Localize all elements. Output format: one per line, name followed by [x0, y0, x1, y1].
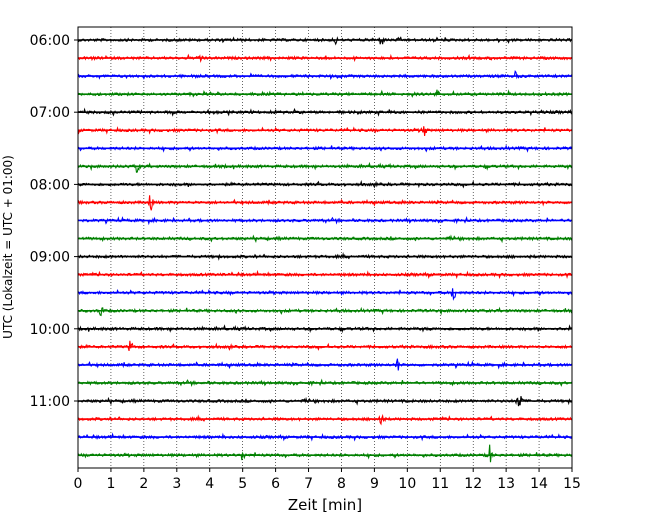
- x-tick-label: 11: [431, 476, 449, 492]
- x-axis-label: Zeit [min]: [288, 496, 362, 514]
- y-tick-label: 06:00: [30, 33, 70, 49]
- x-tick-label: 4: [205, 476, 214, 492]
- x-tick-label: 7: [304, 476, 313, 492]
- y-tick-label: 07:00: [30, 105, 70, 121]
- x-tick-label: 9: [370, 476, 379, 492]
- x-tick-label: 2: [139, 476, 148, 492]
- x-tick-label: 3: [172, 476, 181, 492]
- x-tick-label: 6: [271, 476, 280, 492]
- y-axis-label: UTC (Lokalzeit = UTC + 01:00): [1, 155, 15, 339]
- x-tick-label: 14: [530, 476, 548, 492]
- y-axis: 06:00 07:00 08:00 09:00 10:00 11:00: [30, 33, 78, 410]
- y-tick-label: 09:00: [30, 250, 70, 266]
- y-tick-label: 10:00: [30, 322, 70, 338]
- x-axis: 0 1 2 3 4 5 6 7 8 9 10 11 12 13 14 15: [74, 468, 581, 492]
- x-tick-label: 10: [398, 476, 416, 492]
- x-tick-label: 15: [563, 476, 581, 492]
- x-tick-label: 13: [497, 476, 515, 492]
- x-tick-label: 0: [74, 476, 83, 492]
- seismic-traces: [77, 36, 573, 463]
- x-tick-label: 8: [337, 476, 346, 492]
- x-tick-label: 1: [106, 476, 115, 492]
- x-tick-label: 5: [238, 476, 247, 492]
- y-tick-label: 08:00: [30, 177, 70, 193]
- plot-frame: [77, 26, 573, 469]
- x-tick-label: 12: [464, 476, 482, 492]
- y-tick-label: 11:00: [30, 394, 70, 410]
